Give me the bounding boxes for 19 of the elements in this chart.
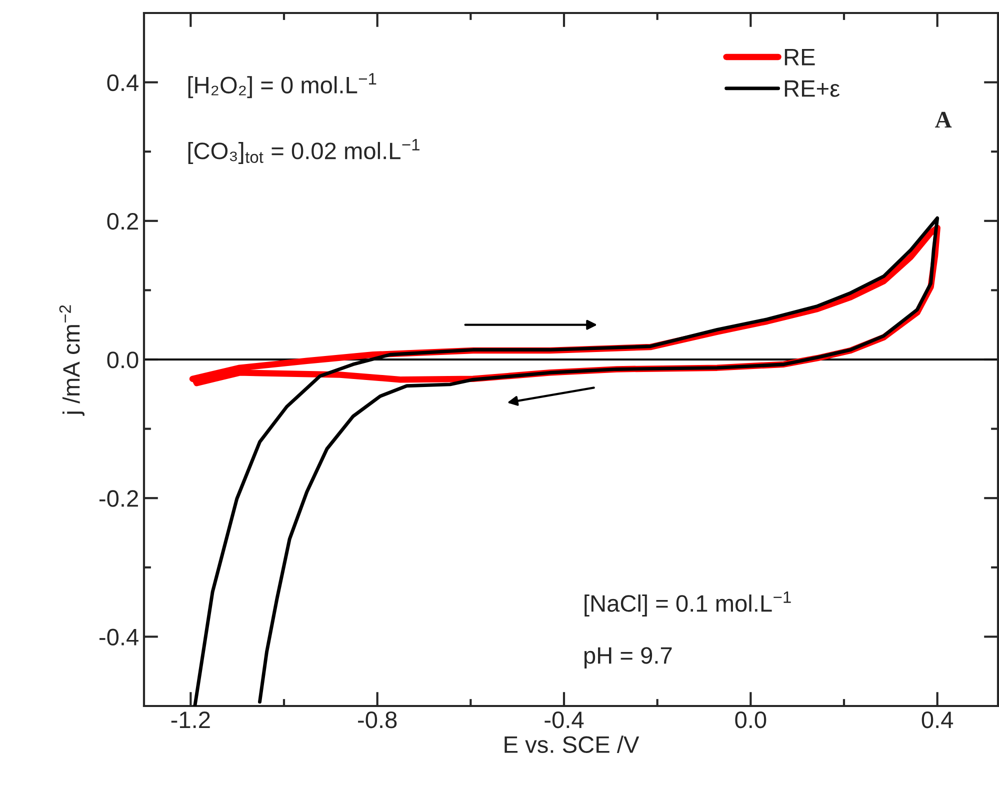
x-tick-label: -1.2 (171, 711, 210, 728)
y-tick-label: -0.2 (100, 490, 138, 507)
y-axis-title: j /mA cm$^{−2}$ (59, 305, 84, 416)
y-tick-label: -0.4 (100, 628, 138, 646)
x-tick-label: 0.4 (922, 711, 954, 728)
annotation: [H₂O₂] = 0 mol.L$^{−1}$ (188, 73, 376, 98)
x-tick-label: 0.0 (735, 711, 766, 728)
annotation: A (935, 112, 952, 128)
annotation: [CO₃]$_{tot}$ = 0.02 mol.L$^{−1}$ (188, 138, 420, 164)
x-tick-label: -0.8 (358, 711, 397, 728)
y-tick-label: 0.2 (107, 212, 138, 230)
annotation: [NaCl] = 0.1 mol.L$^{−1}$ (584, 591, 791, 616)
y-tick-label: 0.0 (107, 352, 138, 368)
legend-label: RE+ε (784, 80, 840, 97)
legend-label: RE (784, 48, 815, 66)
x-tick-label: -0.4 (544, 711, 584, 728)
x-axis-title: E vs. SCE /V (504, 736, 640, 753)
annotation: pH = 9.7 (584, 647, 672, 668)
y-tick-label: 0.4 (107, 74, 138, 92)
